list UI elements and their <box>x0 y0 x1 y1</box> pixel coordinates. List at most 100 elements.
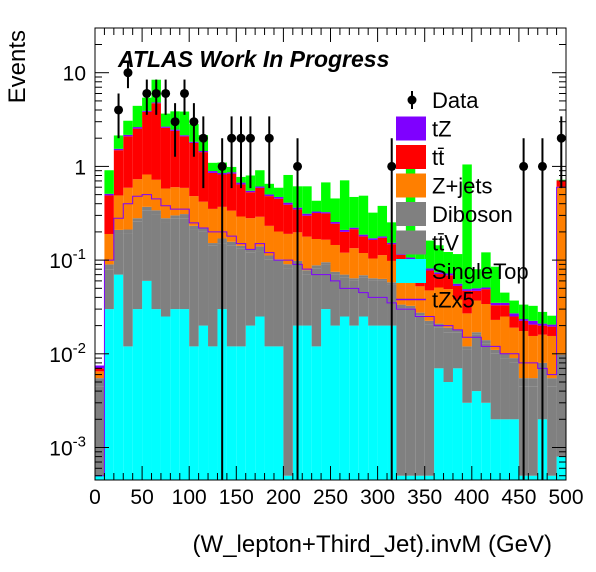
bar-singletop-43 <box>500 419 510 480</box>
bar-tt-38 <box>452 285 463 300</box>
bar-zjets-32 <box>396 278 406 305</box>
data-points <box>114 61 566 480</box>
bar-green-9 <box>179 111 190 136</box>
bar-singletop-42 <box>490 419 501 480</box>
bar-zjets-35 <box>424 290 435 321</box>
bar-tt-39 <box>462 290 472 314</box>
y-tick-label: 10-3 <box>49 434 86 461</box>
x-axis-label: (W_lepton+Third_Jet).invM (GeV) <box>193 531 552 558</box>
bar-singletop-26 <box>339 316 350 480</box>
bar-ttv-2 <box>113 233 124 275</box>
x-axis-ticks: 0 50 100 150 200 250 300 350 400 450 500 <box>89 28 584 509</box>
bar-zjets-43 <box>500 316 510 354</box>
bar-tt-15 <box>236 184 246 217</box>
bar-diboson-32 <box>396 304 406 309</box>
bar-ttv-44 <box>509 362 519 420</box>
bar-ttv-27 <box>349 280 359 326</box>
bar-singletop-8 <box>170 309 180 480</box>
bar-diboson-10 <box>189 225 199 230</box>
bar-ttv-28 <box>358 277 369 317</box>
legend-label-singletop: SingleTop <box>432 259 529 284</box>
bar-ttv-32 <box>396 308 406 476</box>
bar-tz-43 <box>500 302 510 306</box>
y-tick-label: 10 <box>63 63 86 86</box>
bar-tt-12 <box>208 172 218 209</box>
bar-tz-1 <box>104 193 114 196</box>
bar-diboson-18 <box>264 255 274 260</box>
bar-green-26 <box>339 180 350 230</box>
bar-diboson-1 <box>104 264 114 270</box>
data-point <box>245 133 255 143</box>
legend-marker-data <box>407 95 417 105</box>
bar-tt-3 <box>123 136 133 188</box>
bar-singletop-15 <box>236 346 246 480</box>
bar-tz-37 <box>443 273 453 276</box>
bar-tz-17 <box>255 186 265 188</box>
bar-ttv-22 <box>302 274 312 326</box>
bar-diboson-22 <box>302 270 312 275</box>
data-point <box>519 161 529 171</box>
bar-tt-30 <box>377 237 388 256</box>
data-point <box>123 68 133 78</box>
bar-ttv-20 <box>283 268 293 476</box>
bar-diboson-38 <box>452 329 463 333</box>
bar-tt-43 <box>500 305 510 317</box>
bar-ttv-46 <box>528 386 538 476</box>
bar-singletop-46 <box>528 475 538 480</box>
data-point <box>142 88 152 98</box>
bar-zjets-16 <box>245 218 256 250</box>
bar-tz-28 <box>358 234 369 237</box>
bar-singletop-34 <box>415 475 425 480</box>
bar-zjets-28 <box>358 253 369 276</box>
x-tick-label: 50 <box>130 486 153 509</box>
bar-singletop-16 <box>245 325 256 480</box>
bar-diboson-28 <box>358 275 369 278</box>
x-tick-label: 250 <box>313 486 348 509</box>
bar-tz-2 <box>113 148 124 151</box>
bar-singletop-0 <box>95 475 105 480</box>
bar-diboson-42 <box>490 349 501 354</box>
bar-tz-18 <box>264 194 274 197</box>
bar-tt-22 <box>302 215 312 237</box>
legend-label-zjets: Z+jets <box>432 174 493 199</box>
bar-ttv-33 <box>405 308 416 476</box>
bar-tz-9 <box>179 135 190 137</box>
bar-singletop-6 <box>151 309 161 480</box>
bar-ttv-39 <box>462 349 472 403</box>
bar-singletop-4 <box>132 309 143 480</box>
x-tick-label: 300 <box>360 486 395 509</box>
bar-tz-16 <box>245 190 256 193</box>
bar-diboson-44 <box>509 358 519 363</box>
bar-green-22 <box>302 186 312 214</box>
bar-tz-12 <box>208 171 218 173</box>
bar-tt-40 <box>471 290 482 301</box>
x-tick-label: 450 <box>501 486 536 509</box>
bar-green-7 <box>160 113 171 127</box>
bar-tt-14 <box>226 173 237 211</box>
bar-zjets-33 <box>405 279 416 306</box>
bar-tz-38 <box>452 283 463 286</box>
bar-tt-25 <box>330 223 340 245</box>
bar-singletop-37 <box>443 382 453 480</box>
bar-tt-10 <box>189 142 199 197</box>
bar-tz-44 <box>509 313 519 317</box>
chart-title: ATLAS Work In Progress <box>117 46 389 72</box>
bar-ttv-35 <box>424 324 435 476</box>
bar-diboson-30 <box>377 278 388 281</box>
bar-diboson-24 <box>321 262 331 265</box>
bar-diboson-12 <box>208 243 218 246</box>
bar-zjets-5 <box>142 174 152 207</box>
legend: Data tZ tt̄ Z+jets Diboson tt̄V SingleTop tZx5 <box>396 88 529 313</box>
bar-zjets-49 <box>556 186 566 355</box>
bar-singletop-22 <box>302 325 312 480</box>
bar-diboson-7 <box>160 218 171 223</box>
bar-diboson-9 <box>179 214 190 219</box>
data-point <box>170 117 180 127</box>
bar-green-36 <box>434 245 444 273</box>
legend-label-tt: tt̄ <box>432 145 444 170</box>
bar-singletop-19 <box>273 346 284 480</box>
y-axis-label: Events <box>4 30 31 103</box>
data-point <box>227 133 237 143</box>
bar-tt-44 <box>509 316 519 328</box>
